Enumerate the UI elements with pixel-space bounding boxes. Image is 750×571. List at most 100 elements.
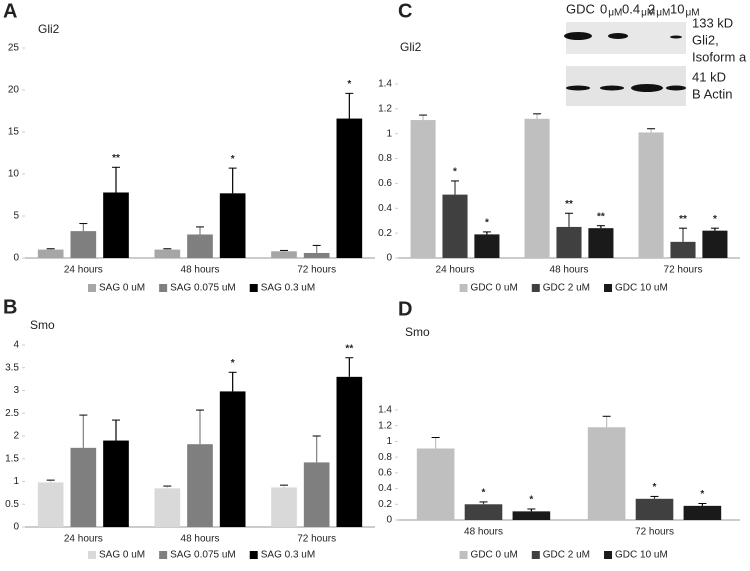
x-tick-label: 24 hours — [64, 534, 103, 545]
legend-swatch — [249, 284, 258, 292]
y-tick-label: 0.2 — [378, 499, 392, 510]
y-tick-label: 0.2 — [378, 228, 392, 239]
legend-swatch — [159, 284, 168, 292]
y-tick-label: 1.2 — [378, 103, 392, 114]
legend-swatch — [459, 284, 468, 292]
legend-swatch — [531, 284, 540, 292]
blot-band — [608, 33, 628, 39]
bar — [442, 194, 468, 258]
lane-label: 10 — [670, 1, 684, 16]
significance: * — [482, 488, 486, 499]
legend-swatch — [249, 551, 258, 559]
y-tick-label: 0 — [386, 515, 392, 526]
x-tick-label: 72 hours — [664, 265, 703, 276]
bar — [638, 132, 664, 258]
bar — [336, 118, 363, 258]
bar — [271, 251, 297, 258]
panel-letter: A — [3, 0, 17, 22]
x-tick-label: 72 hours — [297, 534, 336, 545]
bar — [37, 482, 64, 527]
legend-swatch — [88, 284, 96, 292]
legend-label: GDC 10 uM — [615, 283, 668, 294]
chart-title: Smo — [30, 318, 55, 332]
bar — [187, 444, 213, 527]
legend-label: GDC 2 uM — [543, 550, 590, 561]
blot-band — [670, 35, 682, 39]
y-tick-label: 4 — [13, 340, 19, 351]
bar — [154, 249, 181, 258]
significance: * — [653, 482, 657, 493]
y-tick-label: 1 — [13, 476, 19, 487]
bar — [187, 234, 213, 258]
legend-label: SAG 0.075 uM — [170, 283, 236, 294]
blot-band — [666, 85, 686, 91]
bar — [154, 488, 181, 527]
blot-label: GDC — [566, 1, 595, 16]
bar — [588, 228, 614, 258]
panel-letter: C — [398, 0, 412, 22]
bar — [683, 505, 722, 520]
bar — [556, 226, 582, 258]
bar — [464, 504, 503, 520]
blot-membrane — [566, 66, 686, 106]
significance: * — [347, 79, 351, 90]
y-tick-label: 1 — [386, 128, 392, 139]
bar — [635, 498, 674, 520]
blot-band — [631, 84, 663, 92]
band-size: 41 kD — [692, 69, 726, 84]
blot-band — [600, 85, 624, 91]
y-tick-label: 0 — [13, 253, 19, 264]
chart-title: Gli2 — [400, 40, 422, 54]
legend-label: SAG 0.075 uM — [170, 550, 236, 561]
y-tick-label: 0.6 — [378, 467, 392, 478]
lane-label: 0 — [600, 1, 607, 16]
legend-swatch — [604, 551, 613, 559]
legend-swatch — [604, 284, 613, 292]
blot-band — [566, 85, 590, 91]
significance: ** — [597, 211, 605, 222]
lane-label: 2 — [648, 1, 655, 16]
significance: * — [485, 218, 489, 229]
bar — [303, 252, 330, 258]
panel-letter: B — [3, 296, 17, 318]
y-tick-label: 25 — [8, 43, 20, 54]
x-tick-label: 48 hours — [181, 265, 220, 276]
x-tick-label: 48 hours — [550, 265, 589, 276]
band-name: Isoform a — [692, 49, 747, 64]
legend-label: SAG 0.3 uM — [261, 550, 315, 561]
bar — [474, 234, 500, 258]
y-tick-label: 1.2 — [378, 420, 392, 431]
bar — [70, 231, 97, 258]
bar — [416, 448, 455, 520]
bar — [336, 376, 363, 527]
x-tick-label: 72 hours — [297, 265, 336, 276]
chart-title: Gli2 — [38, 22, 60, 36]
lane-label: 0.4 — [622, 1, 640, 16]
significance: ** — [345, 343, 353, 354]
y-tick-label: 1.5 — [5, 453, 19, 464]
legend-swatch — [459, 551, 468, 559]
y-tick-label: 1.4 — [378, 405, 392, 416]
x-tick-label: 24 hours — [64, 265, 103, 276]
legend-label: SAG 0.3 uM — [261, 283, 315, 294]
significance: * — [713, 214, 717, 225]
chart-title: Smo — [405, 325, 430, 339]
bar — [524, 118, 550, 258]
legend-swatch — [159, 551, 168, 559]
y-tick-label: 0.5 — [5, 499, 19, 510]
y-tick-label: 0 — [13, 522, 19, 533]
bar — [103, 440, 129, 527]
y-tick-label: 0.6 — [378, 178, 392, 189]
bar — [271, 487, 297, 527]
band-name: B Actin — [692, 86, 732, 101]
lane-unit: μM — [641, 8, 655, 19]
blot-band — [564, 32, 592, 40]
x-tick-label: 24 hours — [436, 265, 475, 276]
significance: * — [231, 154, 235, 165]
x-tick-label: 48 hours — [464, 527, 503, 538]
bar — [219, 193, 246, 258]
y-tick-label: 0.4 — [378, 203, 392, 214]
y-tick-label: 1 — [386, 436, 392, 447]
y-tick-label: 2.5 — [5, 408, 19, 419]
